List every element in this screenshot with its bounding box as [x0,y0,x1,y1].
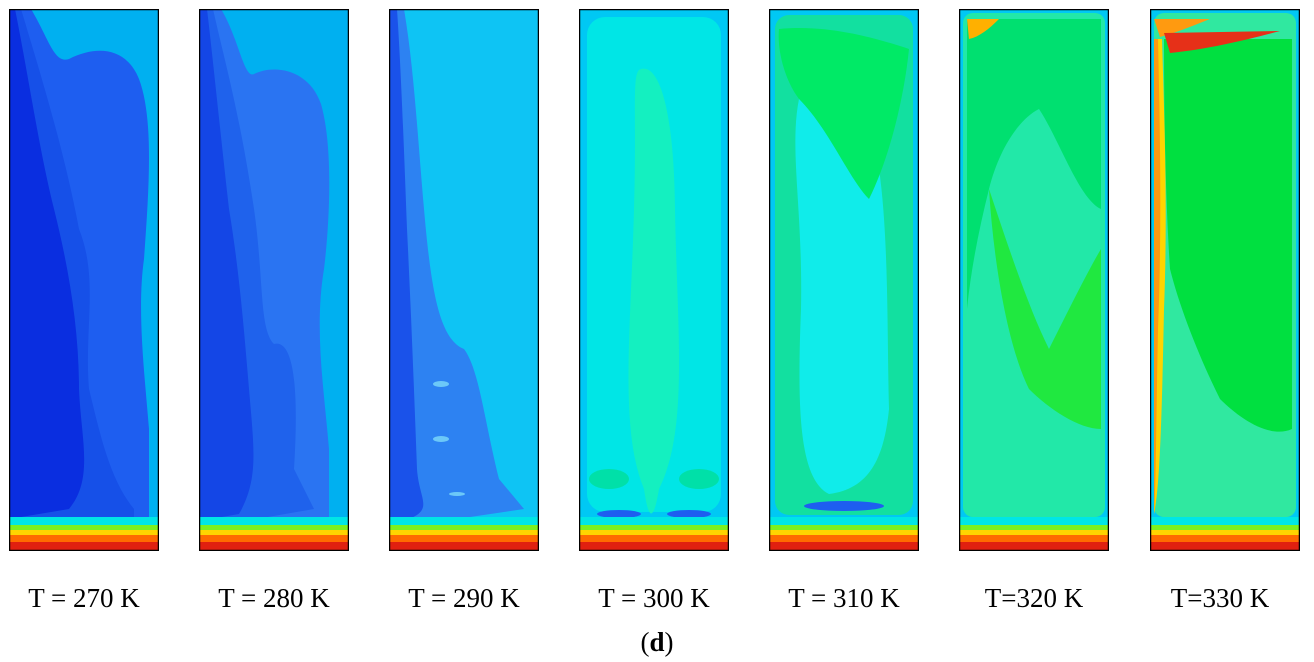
contour-panel-290 [389,9,539,551]
caption-270: T = 270 K [28,583,140,613]
contour-panel-270 [9,9,159,551]
contour-panel-300 [579,9,729,551]
contour-panel-330 [1150,9,1300,551]
caption-280: T = 280 K [218,583,330,613]
contour-plot-300 [579,9,729,551]
caption-290: T = 290 K [408,583,520,613]
contour-panel-310 [769,9,919,551]
caption-330: T=330 K [1170,583,1270,613]
contour-panel-280 [199,9,349,551]
caption-320: T=320 K [984,583,1084,613]
contour-panel-320 [959,9,1109,551]
contour-plot-270 [9,9,159,551]
figure-sublabel: (d) [0,627,1314,658]
contour-plot-330 [1150,9,1300,551]
caption-310: T = 310 K [788,583,900,613]
contour-plot-290 [389,9,539,551]
sublabel-close-paren: ) [664,627,674,657]
contour-plot-320 [959,9,1109,551]
contour-plot-310 [769,9,919,551]
sublabel-open-paren: ( [640,627,650,657]
caption-300: T = 300 K [598,583,710,613]
sublabel-letter: d [649,627,665,657]
contour-plot-280 [199,9,349,551]
